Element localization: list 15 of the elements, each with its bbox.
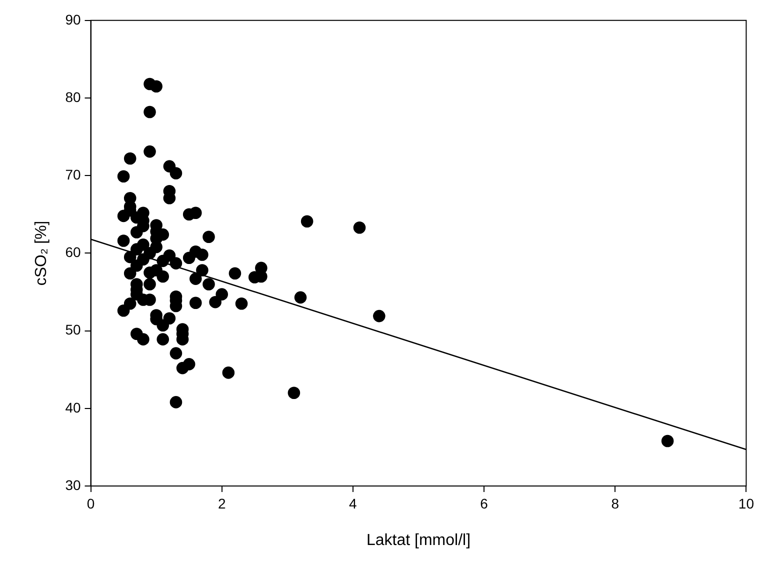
- y-axis-title: cSO₂ [%]: [33, 220, 50, 286]
- x-tick-label: 2: [218, 495, 226, 512]
- y-tick-label: 40: [65, 399, 81, 416]
- x-tick-label: 0: [86, 495, 95, 512]
- y-tick-label: 70: [65, 166, 81, 182]
- x-tick-label: 8: [611, 495, 620, 512]
- x-tick-label: 4: [349, 495, 358, 512]
- y-tick-label: 60: [65, 244, 81, 260]
- y-tick-label: 80: [65, 88, 81, 105]
- y-tick-label: 50: [65, 322, 81, 338]
- y-tick-label: 90: [65, 11, 81, 28]
- y-tick-label: 30: [65, 476, 81, 493]
- x-axis-title: Laktat [mmol/l]: [366, 532, 471, 549]
- x-tick-label: 10: [738, 495, 754, 512]
- x-tick-label: 6: [480, 495, 488, 512]
